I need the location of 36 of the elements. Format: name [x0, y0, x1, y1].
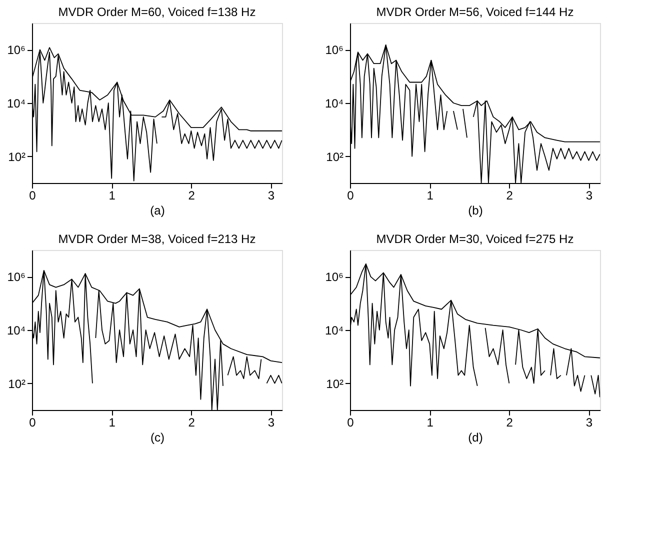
- x-tick-label: 1: [426, 188, 434, 202]
- x-tick-label: 3: [268, 416, 275, 430]
- x-axis-title: (b): [468, 204, 483, 218]
- y-tick-label: 10⁶: [325, 270, 344, 284]
- y-tick-label: 10⁶: [325, 43, 344, 58]
- chart-title: MVDR Order M=38, Voiced f=213 Hz: [58, 232, 256, 246]
- x-tick-label: 1: [108, 188, 116, 202]
- x-tick-label: 2: [506, 416, 514, 430]
- y-tick-label: 10⁴: [6, 96, 26, 110]
- y-tick-label: 10²: [326, 376, 344, 391]
- x-tick-label: 2: [188, 416, 196, 430]
- y-tick-label: 10⁶: [7, 43, 26, 58]
- chart-title: MVDR Order M=56, Voiced f=144 Hz: [376, 5, 574, 19]
- y-tick-label: 10⁶: [7, 270, 26, 284]
- x-tick-label: 1: [426, 416, 434, 430]
- x-tick-label: 3: [586, 416, 593, 430]
- x-tick-label: 3: [586, 188, 593, 202]
- x-axis-title: (d): [468, 430, 483, 444]
- x-tick-label: 0: [29, 188, 36, 202]
- x-axis-title: (c): [150, 430, 164, 444]
- x-tick-label: 0: [347, 416, 354, 430]
- y-tick-label: 10⁴: [324, 96, 344, 110]
- x-axis-title: (a): [150, 204, 165, 218]
- y-tick-label: 10⁴: [324, 324, 344, 338]
- y-tick-label: 10⁴: [6, 324, 26, 338]
- x-tick-label: 3: [268, 188, 275, 202]
- y-tick-label: 10²: [326, 150, 344, 164]
- y-tick-label: 10²: [8, 376, 26, 391]
- x-tick-label: 1: [108, 416, 116, 430]
- x-tick-label: 0: [347, 188, 354, 202]
- x-tick-label: 2: [506, 188, 514, 202]
- chart-title: MVDR Order M=30, Voiced f=275 Hz: [376, 232, 574, 246]
- y-tick-label: 10²: [8, 150, 26, 164]
- x-tick-label: 0: [29, 416, 36, 430]
- x-tick-label: 2: [188, 188, 196, 202]
- chart-title: MVDR Order M=60, Voiced f=138 Hz: [58, 5, 256, 19]
